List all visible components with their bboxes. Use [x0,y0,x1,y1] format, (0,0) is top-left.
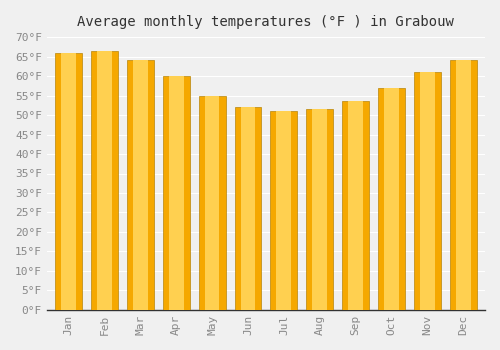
Bar [378,88,405,310]
Bar [270,111,297,310]
Bar [456,61,471,310]
Bar [450,61,477,310]
Bar [414,72,441,310]
Bar [240,107,256,310]
Bar [306,109,334,310]
Bar [420,72,435,310]
Bar [348,102,363,310]
Bar [91,51,118,310]
Bar [204,96,220,310]
Bar [61,53,76,310]
Bar [384,88,399,310]
Bar [127,61,154,310]
Bar [133,61,148,310]
Bar [312,109,327,310]
Bar [168,76,184,310]
Bar [342,102,369,310]
Bar [162,76,190,310]
Bar [198,96,226,310]
Bar [55,53,82,310]
Bar [234,107,262,310]
Bar [276,111,291,310]
Title: Average monthly temperatures (°F ) in Grabouw: Average monthly temperatures (°F ) in Gr… [78,15,454,29]
Bar [97,51,112,310]
